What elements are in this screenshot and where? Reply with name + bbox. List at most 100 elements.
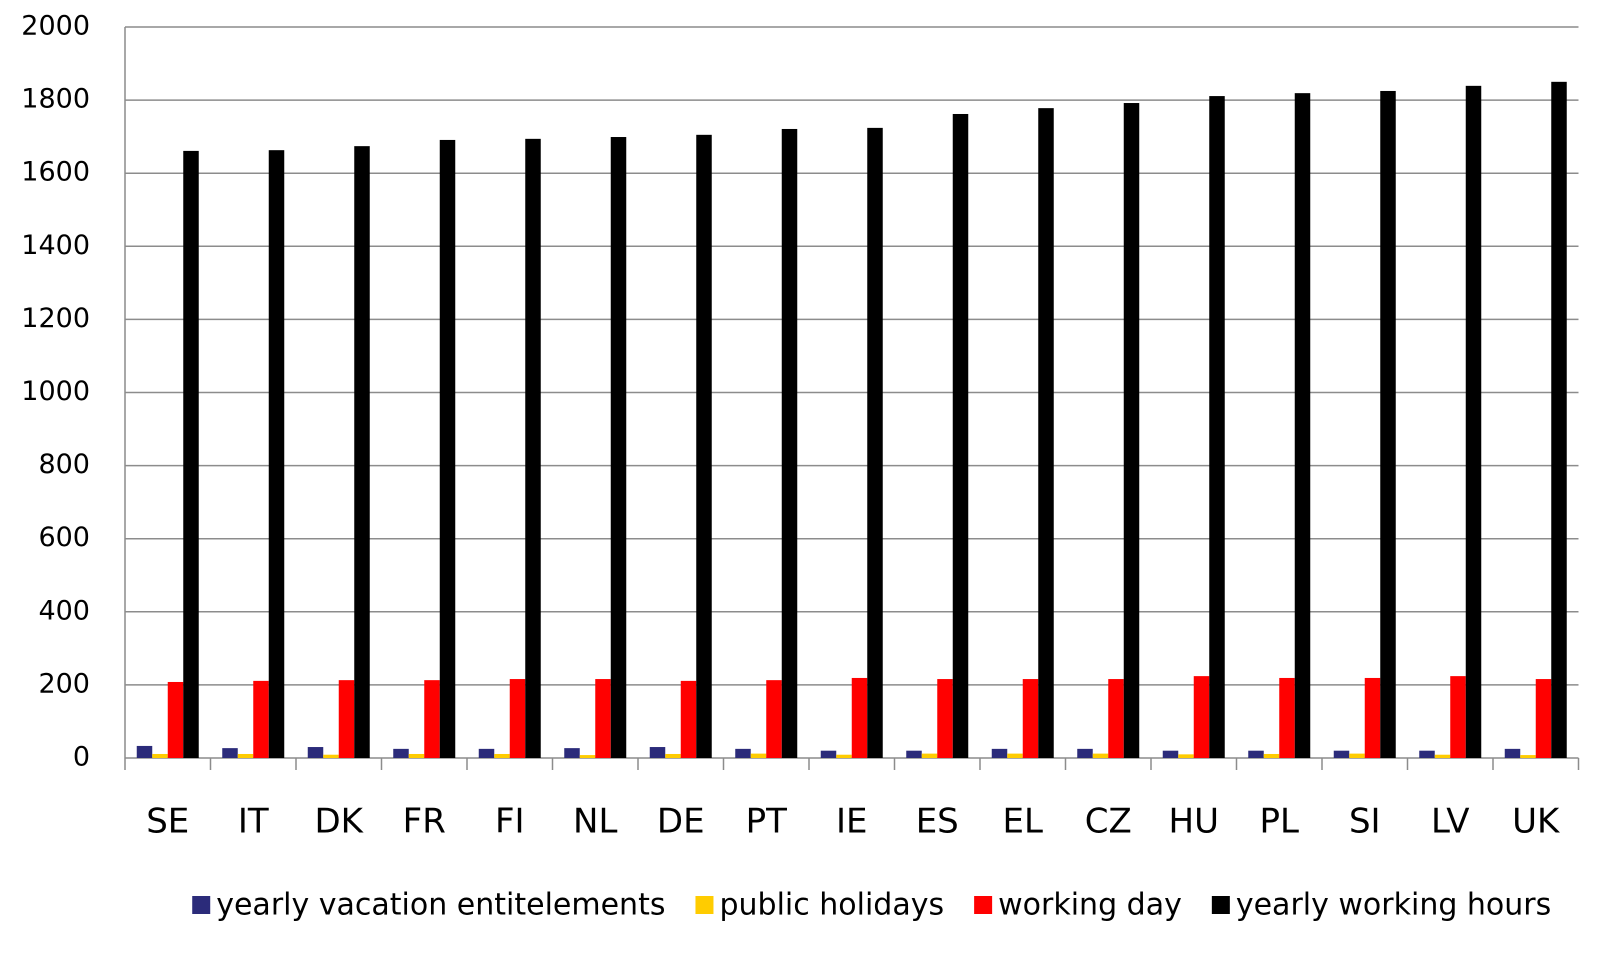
bar: [323, 754, 339, 758]
y-tick-label: 800: [38, 449, 90, 480]
bar: [1333, 750, 1350, 758]
bar: [408, 753, 425, 758]
bar: [781, 128, 798, 759]
x-tick-label: IE: [836, 802, 868, 842]
bar: [1520, 755, 1536, 758]
bar: [766, 680, 782, 758]
bar: [921, 753, 938, 758]
bar: [1434, 754, 1451, 758]
legend-swatch: [192, 896, 211, 914]
bar: [1465, 85, 1482, 758]
bar: [167, 681, 184, 758]
bar: [253, 680, 269, 758]
bar: [649, 747, 666, 758]
bar: [564, 748, 580, 758]
y-tick-label: 400: [38, 595, 90, 626]
x-tick-label: DK: [315, 802, 365, 842]
bar: [680, 680, 697, 758]
bar: [750, 753, 767, 758]
legend-label: yearly vacation entitelements: [216, 888, 665, 923]
bar: [991, 748, 1008, 758]
bar: [268, 150, 285, 759]
bar: [836, 754, 852, 758]
legend-label: public holidays: [719, 888, 944, 923]
bar: [1022, 679, 1039, 758]
x-tick-label: PT: [746, 802, 788, 842]
bar: [1450, 676, 1466, 758]
bar: [1248, 750, 1264, 758]
bar: [424, 680, 440, 758]
bar: [1535, 679, 1552, 758]
bar: [1263, 753, 1280, 758]
bar: [1349, 753, 1365, 758]
bar: [665, 753, 681, 758]
legend-label: yearly working hours: [1236, 888, 1551, 923]
y-tick-label: 200: [38, 668, 90, 699]
bar: [1419, 750, 1435, 758]
y-tick-label: 0: [73, 742, 90, 773]
bar: [494, 753, 510, 758]
bar: [1279, 677, 1295, 758]
x-tick-label: ES: [916, 802, 959, 842]
bar: [152, 753, 168, 758]
bar: [338, 680, 355, 758]
bar: [1108, 679, 1124, 758]
legend-swatch: [974, 896, 993, 914]
x-tick-label: HU: [1169, 802, 1219, 842]
bar: [1038, 108, 1054, 759]
x-tick-label: FI: [495, 802, 525, 842]
x-tick-label: SE: [146, 802, 189, 842]
x-tick-label: NL: [573, 802, 617, 842]
bar: [735, 748, 751, 758]
bar: [851, 677, 868, 758]
bar: [906, 750, 922, 758]
bar: [1294, 93, 1311, 758]
legend-swatch: [695, 896, 714, 914]
bar: [478, 748, 495, 758]
x-tick-label: CZ: [1085, 802, 1132, 842]
bar: [1193, 676, 1210, 758]
bar: [610, 137, 627, 758]
x-tick-label: LV: [1431, 802, 1469, 842]
bar: [183, 150, 199, 759]
bar: [1092, 753, 1109, 758]
y-tick-label: 2000: [21, 11, 90, 42]
bar: [1209, 96, 1225, 759]
legend-swatch: [1211, 896, 1230, 914]
bar: [1077, 748, 1093, 758]
x-tick-label: FR: [403, 802, 446, 842]
bar: [1364, 677, 1381, 758]
bar: [509, 679, 526, 758]
y-tick-label: 1600: [21, 157, 90, 188]
x-tick-label: IT: [238, 802, 269, 842]
y-tick-label: 1400: [21, 230, 90, 261]
bar: [1504, 748, 1521, 758]
x-tick-label: EL: [1003, 802, 1043, 842]
y-tick-label: 600: [38, 522, 90, 553]
bar: [1551, 81, 1567, 758]
bar: [937, 679, 953, 758]
bar: [307, 747, 324, 758]
bar: [952, 113, 969, 758]
x-tick-label: DE: [657, 802, 705, 842]
bar: [820, 750, 837, 758]
y-tick-label: 1800: [21, 84, 90, 115]
bar: [439, 139, 456, 758]
bar: [1178, 754, 1194, 758]
y-tick-label: 1000: [21, 376, 90, 407]
bar: [1380, 90, 1396, 758]
x-tick-label: UK: [1512, 802, 1561, 842]
bar: [595, 679, 611, 758]
bar: [354, 146, 370, 758]
bar: [1123, 103, 1140, 759]
bar: [222, 748, 238, 758]
bar: [1007, 753, 1023, 758]
bar: [136, 745, 153, 758]
x-tick-label: PL: [1260, 802, 1300, 842]
bar: [393, 748, 409, 758]
bar: [525, 138, 541, 758]
bar: [696, 134, 712, 758]
y-tick-label: 1200: [21, 303, 90, 334]
bar: [237, 753, 254, 758]
